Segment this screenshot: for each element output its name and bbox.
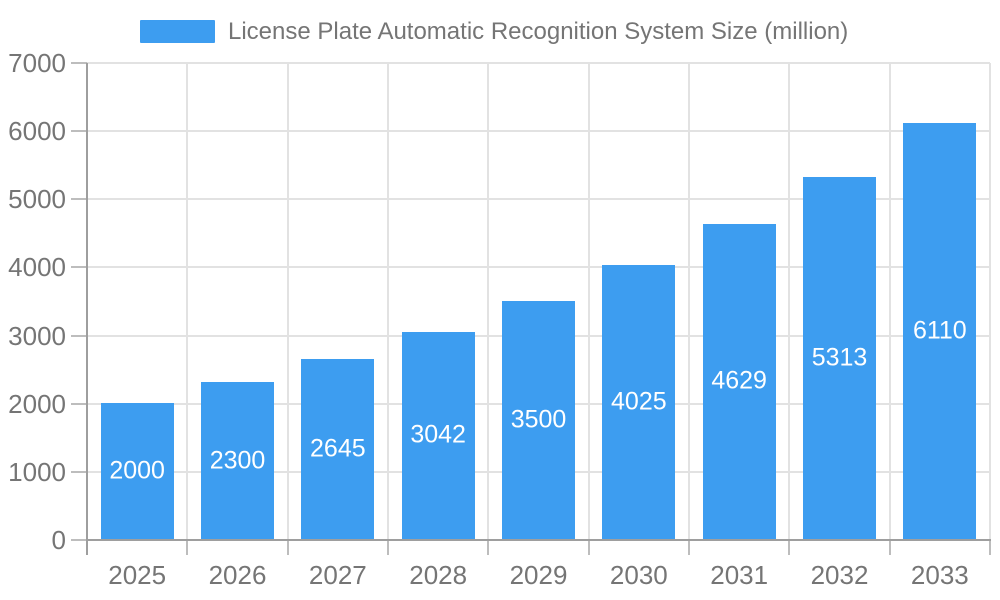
y-axis-tick bbox=[71, 402, 87, 405]
bar-2032[interactable]: 5313 bbox=[803, 176, 876, 539]
x-axis-tick-label: 2025 bbox=[108, 560, 167, 590]
y-axis-tick bbox=[71, 130, 87, 133]
y-axis-tick bbox=[71, 334, 87, 337]
bar-2033[interactable]: 6110 bbox=[903, 122, 977, 539]
bar-2025[interactable]: 2000 bbox=[100, 402, 174, 539]
bar-value-label: 2645 bbox=[310, 434, 366, 463]
x-gridline bbox=[387, 63, 389, 540]
bar-2031[interactable]: 4629 bbox=[702, 223, 776, 539]
x-axis-line bbox=[86, 539, 991, 541]
x-gridline bbox=[286, 63, 289, 540]
y-axis-tick-label: 3000 bbox=[8, 320, 66, 351]
legend-swatch-icon bbox=[140, 20, 215, 43]
bar-2030[interactable]: 4025 bbox=[602, 264, 676, 539]
bar-value-label: 4629 bbox=[711, 366, 767, 395]
y-axis-tick-label: 6000 bbox=[8, 116, 66, 147]
x-axis-tick-label: 2027 bbox=[308, 560, 367, 590]
y-axis-tick-label: 4000 bbox=[8, 252, 66, 283]
x-gridline bbox=[587, 63, 590, 540]
x-axis-tick-label: 2026 bbox=[208, 560, 267, 590]
bar-value-label: 3042 bbox=[410, 420, 466, 449]
x-axis-tick-label: 2030 bbox=[609, 560, 668, 590]
y-axis-tick-label: 7000 bbox=[8, 48, 66, 78]
bar-value-label: 2300 bbox=[209, 446, 266, 475]
x-axis-tick bbox=[487, 540, 490, 555]
x-axis-tick bbox=[587, 540, 590, 555]
bar-value-label: 3500 bbox=[510, 405, 567, 434]
bar-value-label: 4025 bbox=[611, 387, 667, 416]
y-gridline bbox=[87, 130, 990, 133]
x-axis-tick bbox=[688, 540, 690, 555]
x-axis-tick bbox=[788, 540, 791, 555]
y-axis-tick bbox=[71, 539, 87, 541]
y-axis-tick-label: 2000 bbox=[8, 388, 66, 419]
y-axis-tick-label: 0 bbox=[51, 525, 66, 555]
x-gridline bbox=[788, 63, 791, 540]
x-axis-tick bbox=[186, 540, 189, 555]
x-gridline bbox=[688, 63, 690, 540]
y-gridline bbox=[87, 198, 990, 201]
y-axis-tick-label: 5000 bbox=[8, 184, 66, 215]
x-axis-tick bbox=[989, 540, 991, 555]
x-axis-tick-label: 2031 bbox=[710, 560, 769, 590]
x-axis-tick-label: 2032 bbox=[810, 560, 869, 590]
bar-value-label: 5313 bbox=[811, 343, 868, 372]
x-axis-tick-label: 2028 bbox=[409, 560, 468, 590]
bar-value-label: 6110 bbox=[912, 316, 967, 345]
x-gridline bbox=[888, 63, 891, 540]
x-axis-tick bbox=[387, 540, 389, 555]
x-axis-tick-label: 2033 bbox=[910, 560, 969, 590]
y-axis-tick bbox=[71, 470, 87, 473]
y-axis-tick bbox=[71, 198, 87, 201]
x-axis-tick-label: 2029 bbox=[509, 560, 568, 590]
y-gridline bbox=[87, 62, 990, 64]
x-axis-tick bbox=[888, 540, 891, 555]
x-axis-tick bbox=[286, 540, 289, 555]
bar-2029[interactable]: 3500 bbox=[502, 300, 575, 539]
bar-2026[interactable]: 2300 bbox=[201, 382, 274, 539]
bar-2028[interactable]: 3042 bbox=[401, 331, 475, 539]
bar-value-label: 2000 bbox=[109, 456, 165, 485]
y-gridline bbox=[87, 266, 990, 269]
legend-item[interactable]: License Plate Automatic Recognition Syst… bbox=[140, 19, 848, 44]
bar-2027[interactable]: 2645 bbox=[301, 358, 375, 539]
y-axis-tick bbox=[71, 62, 87, 64]
x-gridline bbox=[186, 63, 189, 540]
x-gridline bbox=[989, 63, 991, 540]
x-gridline bbox=[487, 63, 490, 540]
legend-label: License Plate Automatic Recognition Syst… bbox=[228, 18, 849, 45]
y-axis-line bbox=[86, 63, 88, 555]
y-axis-tick-label: 1000 bbox=[8, 456, 66, 487]
y-axis-tick bbox=[71, 266, 87, 269]
